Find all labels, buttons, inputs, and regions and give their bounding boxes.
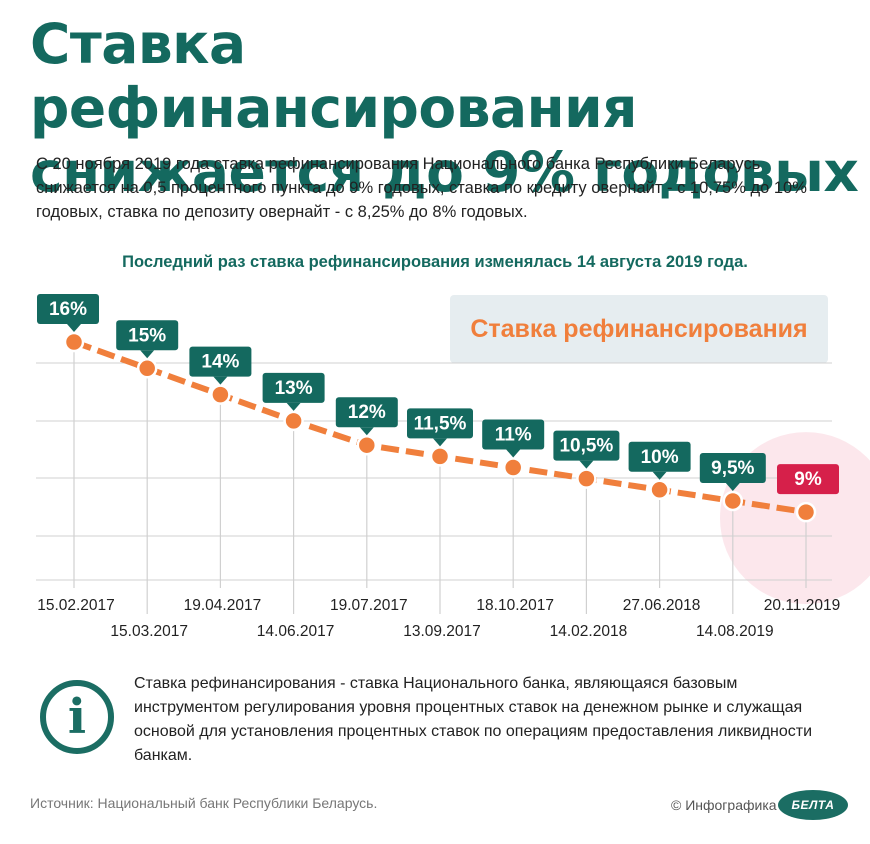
- value-box-pointer: [506, 449, 521, 458]
- rate-line-chart: 16% 15.02.2017 15% 15.03.2017 14% 19.04.2017 1…: [36, 294, 870, 640]
- data-point: [136, 358, 158, 379]
- x-tick-label: 14.08.2019: [696, 623, 774, 640]
- data-point: [63, 331, 85, 353]
- value-box: [482, 419, 545, 450]
- data-label: 14%: [201, 352, 239, 373]
- x-tick-label: 15.03.2017: [110, 623, 188, 640]
- x-tick-label: 13.09.2017: [403, 623, 481, 640]
- data-label: 10,5%: [559, 436, 613, 457]
- source-note: Источник: Национальный банк Республики Б…: [30, 795, 378, 811]
- data-label: 16%: [49, 299, 87, 320]
- value-box-pointer: [213, 376, 228, 385]
- value-box: [116, 320, 179, 351]
- value-box-pointer: [286, 402, 301, 411]
- x-tick-label: 14.02.2018: [550, 623, 628, 640]
- x-tick-label: 15.02.2017: [37, 597, 115, 614]
- x-tick-label: 19.04.2017: [184, 597, 262, 614]
- data-label: 9%: [794, 469, 822, 490]
- value-box: [628, 441, 691, 472]
- intro-text: С 20 ноября 2019 года ставка рефинансиро…: [36, 155, 807, 221]
- x-tick-label: 14.06.2017: [257, 623, 335, 640]
- x-tick-label: 20.11.2019: [764, 597, 840, 614]
- value-box-pointer: [359, 427, 374, 436]
- infographic-credit: © Инфографика: [671, 797, 777, 813]
- value-box: [262, 372, 325, 403]
- last-change-note: Последний раз ставка рефинансирования из…: [122, 253, 748, 271]
- value-box-pointer: [725, 482, 740, 491]
- value-box-pointer: [433, 438, 447, 447]
- x-tick-label: 18.10.2017: [476, 597, 554, 614]
- value-box: [553, 430, 620, 461]
- data-label: 12%: [348, 402, 386, 423]
- data-point: [649, 479, 670, 501]
- data-point: [576, 468, 597, 489]
- data-point: [722, 490, 744, 512]
- legend-label: Ставка рефинансирования: [470, 315, 808, 343]
- data-point: [502, 457, 524, 478]
- data-point: [356, 434, 378, 456]
- value-box: [699, 452, 766, 483]
- data-point: [210, 384, 231, 405]
- x-tick-label: 27.06.2018: [623, 597, 701, 614]
- info-icon: i: [40, 680, 114, 754]
- x-tick-label: 19.07.2017: [330, 597, 408, 614]
- belta-logo: БЕЛТА: [778, 790, 848, 820]
- data-point: [795, 501, 817, 523]
- value-box: [189, 346, 252, 377]
- data-label: 13%: [275, 378, 313, 399]
- data-label: 9,5%: [711, 458, 754, 479]
- data-label: 10%: [641, 447, 679, 468]
- data-label: 11,5%: [414, 413, 467, 434]
- definition-text: Ставка рефинансирования - ставка Национа…: [134, 675, 813, 764]
- value-box-pointer: [652, 471, 667, 480]
- chart-legend: Ставка рефинансирования: [450, 295, 828, 363]
- data-label: 11%: [495, 425, 532, 446]
- value-box-pointer: [67, 324, 81, 332]
- value-box: [335, 397, 398, 428]
- data-point: [283, 410, 304, 432]
- value-box: [407, 408, 473, 439]
- value-box-pointer: [140, 350, 155, 359]
- data-label: 15%: [128, 325, 166, 346]
- value-box-pointer: [579, 460, 594, 469]
- data-point: [429, 446, 451, 467]
- value-box: [777, 464, 839, 495]
- value-box: [37, 294, 99, 324]
- page-title: Ставка рефинансирования снижается до 9% …: [30, 12, 859, 204]
